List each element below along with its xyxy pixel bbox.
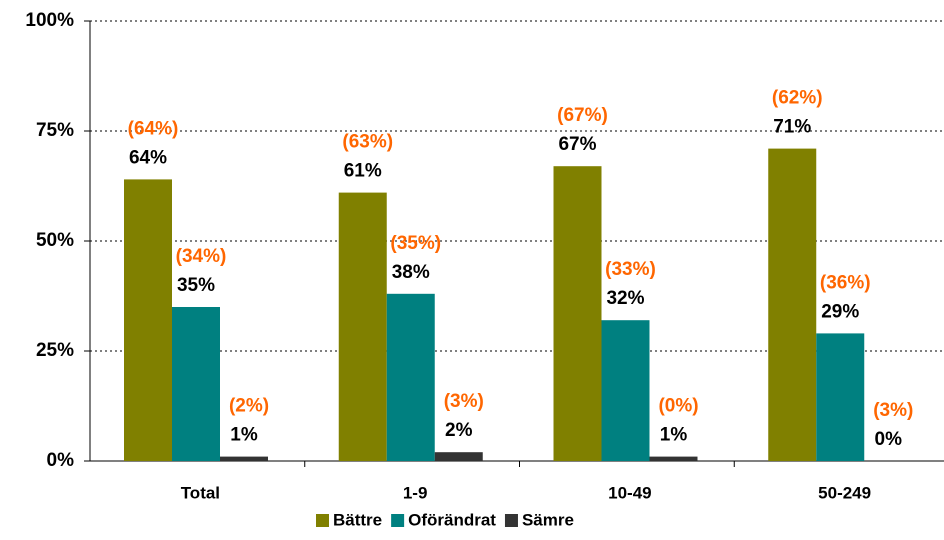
value-label: 38% bbox=[392, 262, 430, 283]
x-tick-label: 10-49 bbox=[608, 483, 651, 502]
bar bbox=[434, 452, 483, 461]
comparison-label: (36%) bbox=[820, 272, 871, 293]
bar bbox=[172, 307, 220, 461]
value-label: 35% bbox=[177, 275, 215, 296]
y-tick-label: 25% bbox=[36, 340, 74, 361]
legend-swatch bbox=[316, 514, 329, 527]
y-tick-label: 100% bbox=[25, 10, 74, 31]
bar bbox=[816, 333, 865, 461]
comparison-label: (64%) bbox=[128, 118, 179, 139]
comparison-label: (67%) bbox=[557, 105, 608, 126]
y-tick-label: 75% bbox=[36, 120, 74, 141]
comparison-label: (34%) bbox=[176, 246, 227, 267]
bar bbox=[768, 148, 817, 461]
value-label: 2% bbox=[445, 420, 473, 441]
value-label: 71% bbox=[773, 117, 811, 138]
y-tick-label: 50% bbox=[36, 230, 74, 251]
bar bbox=[386, 293, 435, 461]
x-tick-label: Total bbox=[181, 483, 220, 502]
bar bbox=[601, 320, 650, 461]
comparison-label: (2%) bbox=[229, 396, 269, 417]
comparison-label: (33%) bbox=[605, 259, 656, 280]
bar bbox=[553, 166, 602, 461]
legend-label: Oförändrat bbox=[408, 510, 496, 529]
value-label: 61% bbox=[344, 161, 382, 182]
legend-swatch bbox=[391, 514, 405, 527]
x-tick-label: 50-249 bbox=[818, 483, 871, 502]
comparison-label: (62%) bbox=[772, 88, 823, 109]
value-label: 29% bbox=[821, 301, 859, 322]
legend-swatch bbox=[504, 514, 518, 527]
value-label: 1% bbox=[660, 425, 688, 446]
comparison-label: (63%) bbox=[342, 132, 393, 153]
value-label: 67% bbox=[558, 134, 596, 155]
value-label: 0% bbox=[875, 429, 903, 450]
bar bbox=[649, 456, 698, 461]
bar bbox=[124, 179, 172, 461]
comparison-label: (35%) bbox=[390, 233, 441, 254]
value-label: 32% bbox=[606, 288, 644, 309]
legend-label: Sämre bbox=[522, 510, 574, 529]
y-tick-label: 0% bbox=[47, 450, 75, 471]
bar bbox=[220, 456, 268, 461]
comparison-label: (3%) bbox=[444, 391, 484, 412]
bar bbox=[338, 192, 387, 461]
comparison-label: (3%) bbox=[873, 400, 913, 421]
comparison-label: (0%) bbox=[658, 396, 698, 417]
value-label: 1% bbox=[230, 425, 258, 446]
value-label: 64% bbox=[129, 147, 167, 168]
x-tick-label: 1-9 bbox=[403, 483, 428, 502]
legend-label: Bättre bbox=[333, 510, 382, 529]
